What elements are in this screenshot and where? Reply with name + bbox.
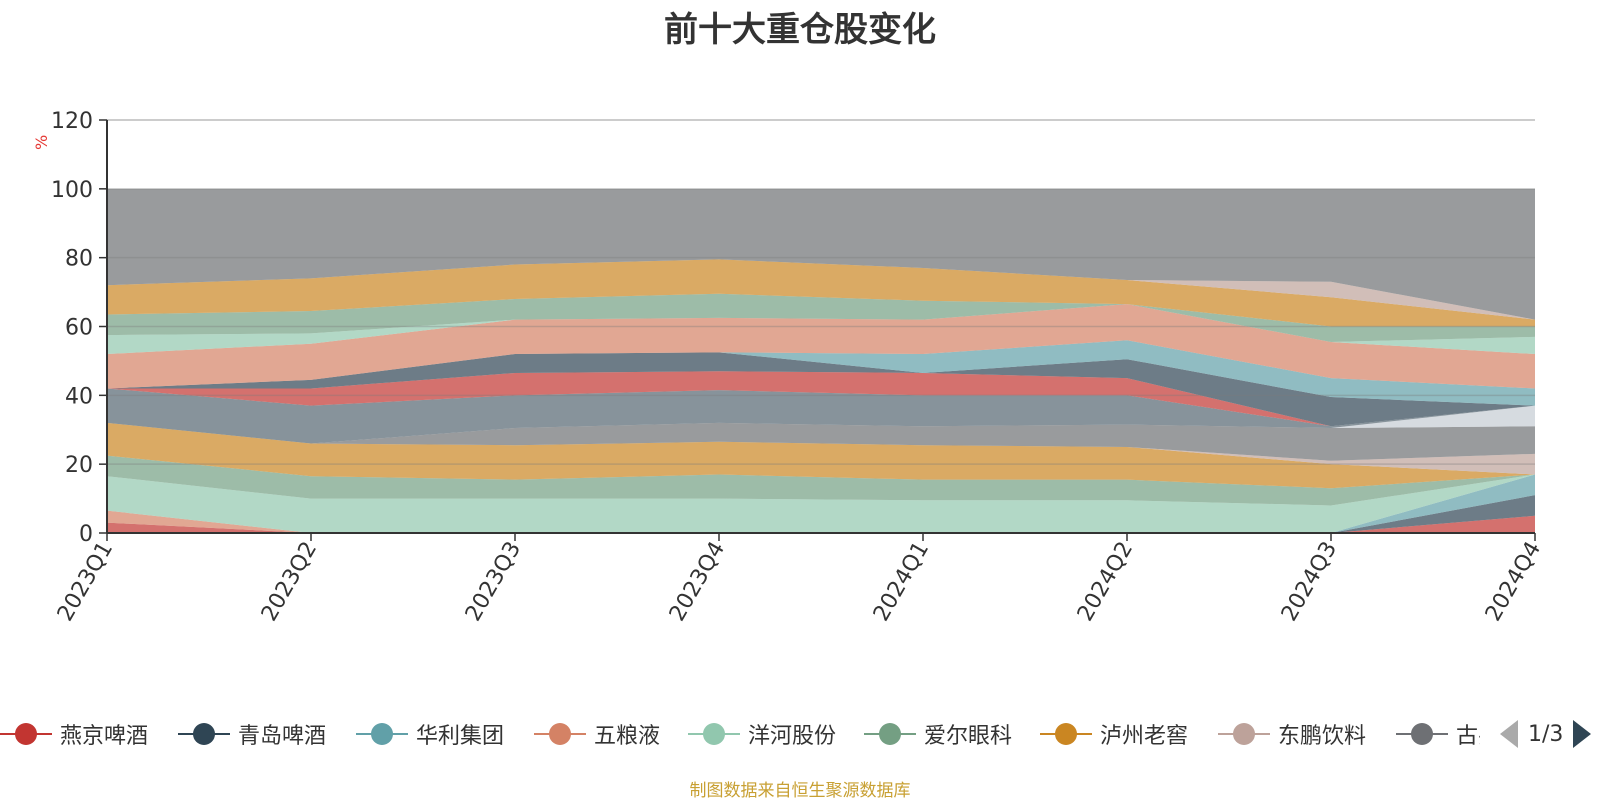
- legend-label: 东鹏饮料: [1278, 724, 1367, 749]
- y-tick-label: 80: [65, 247, 93, 272]
- legend-marker-icon: [356, 720, 408, 748]
- y-tick-label: 120: [51, 109, 93, 134]
- legend-item[interactable]: 古井贡酒: [1396, 716, 1480, 752]
- legend-marker-icon: [534, 720, 586, 748]
- area-band-12: [107, 352, 1535, 427]
- legend-marker-icon: [178, 720, 230, 748]
- x-tick-label: 2023Q2: [257, 538, 322, 626]
- area-band-14: [107, 304, 1535, 389]
- legend-label: 古井贡酒: [1456, 724, 1480, 749]
- legend-item[interactable]: 华利集团: [356, 716, 504, 752]
- legend-marker-icon: [1040, 720, 1092, 748]
- legend-item[interactable]: 燕京啤酒: [0, 716, 148, 752]
- area-band-0: [107, 515, 1535, 533]
- x-tick-label: 2024Q1: [869, 538, 934, 626]
- legend-item[interactable]: 东鹏饮料: [1218, 716, 1366, 752]
- legend-item[interactable]: 五粮液: [534, 716, 660, 752]
- x-tick-label: 2024Q4: [1481, 538, 1546, 626]
- legend: 燕京啤酒 青岛啤酒 华利集团 五粮液 洋河股份 爱尔眼科 泸州老窖 东鹏饮料 古井贡酒: [0, 716, 1480, 752]
- legend-label: 五粮液: [594, 724, 661, 749]
- x-tick-label: 2023Q4: [665, 538, 730, 626]
- chart-title: 前十大重仓股变化: [664, 10, 936, 50]
- x-tick-label: 2024Q3: [1277, 538, 1342, 626]
- y-tick-label: 40: [65, 384, 93, 409]
- area-band-18: [107, 259, 1535, 320]
- legend-label: 洋河股份: [748, 724, 837, 749]
- legend-marker-icon: [0, 720, 52, 748]
- legend-pager: 1/3: [1500, 716, 1592, 752]
- legend-label: 青岛啤酒: [238, 724, 327, 749]
- legend-label: 泸州老窖: [1100, 724, 1189, 749]
- data-source-note: 制图数据来自恒生聚源数据库: [689, 781, 911, 801]
- legend-marker-icon: [688, 720, 740, 748]
- area-band-2: [107, 495, 1535, 533]
- area-band-6: [107, 422, 1535, 489]
- legend-label: 爱尔眼科: [924, 724, 1013, 749]
- area-band-4: [107, 474, 1535, 533]
- area-band-19: [107, 188, 1535, 320]
- x-tick-label: 2023Q1: [53, 538, 118, 626]
- legend-page-indicator: 1/3: [1528, 721, 1564, 747]
- area-chart: 0 20 40 60 80 100 120 2023Q1 2023Q2 2023Q3 2023Q4 2…: [51, 109, 1546, 626]
- area-band-11: [107, 371, 1535, 427]
- legend-item[interactable]: 爱尔眼科: [864, 716, 1012, 752]
- area-band-16: [107, 293, 1535, 342]
- y-tick-label: 20: [65, 453, 93, 478]
- x-tick-label: 2023Q3: [461, 538, 526, 626]
- legend-prev-page-icon[interactable]: [1500, 720, 1518, 748]
- x-tick-label: 2024Q2: [1073, 538, 1138, 626]
- y-tick-label: 0: [79, 522, 93, 547]
- legend-item[interactable]: 泸州老窖: [1040, 716, 1188, 752]
- legend-marker-icon: [864, 720, 916, 748]
- legend-item[interactable]: 青岛啤酒: [178, 716, 326, 752]
- area-band-15: [107, 304, 1535, 355]
- y-tick-label: 60: [65, 316, 93, 341]
- legend-marker-icon: [1218, 720, 1270, 748]
- area-band-17: [107, 259, 1535, 327]
- area-band-5: [107, 455, 1535, 506]
- legend-next-page-icon[interactable]: [1573, 720, 1592, 748]
- legend-item[interactable]: 洋河股份: [688, 716, 836, 752]
- legend-marker-icon: [1396, 720, 1448, 748]
- area-band-8: [107, 422, 1535, 461]
- legend-label: 华利集团: [416, 724, 505, 749]
- legend-label: 燕京啤酒: [60, 724, 149, 749]
- y-tick-label: 100: [51, 178, 93, 203]
- area-band-10: [107, 388, 1535, 444]
- area-band-13: [107, 340, 1535, 406]
